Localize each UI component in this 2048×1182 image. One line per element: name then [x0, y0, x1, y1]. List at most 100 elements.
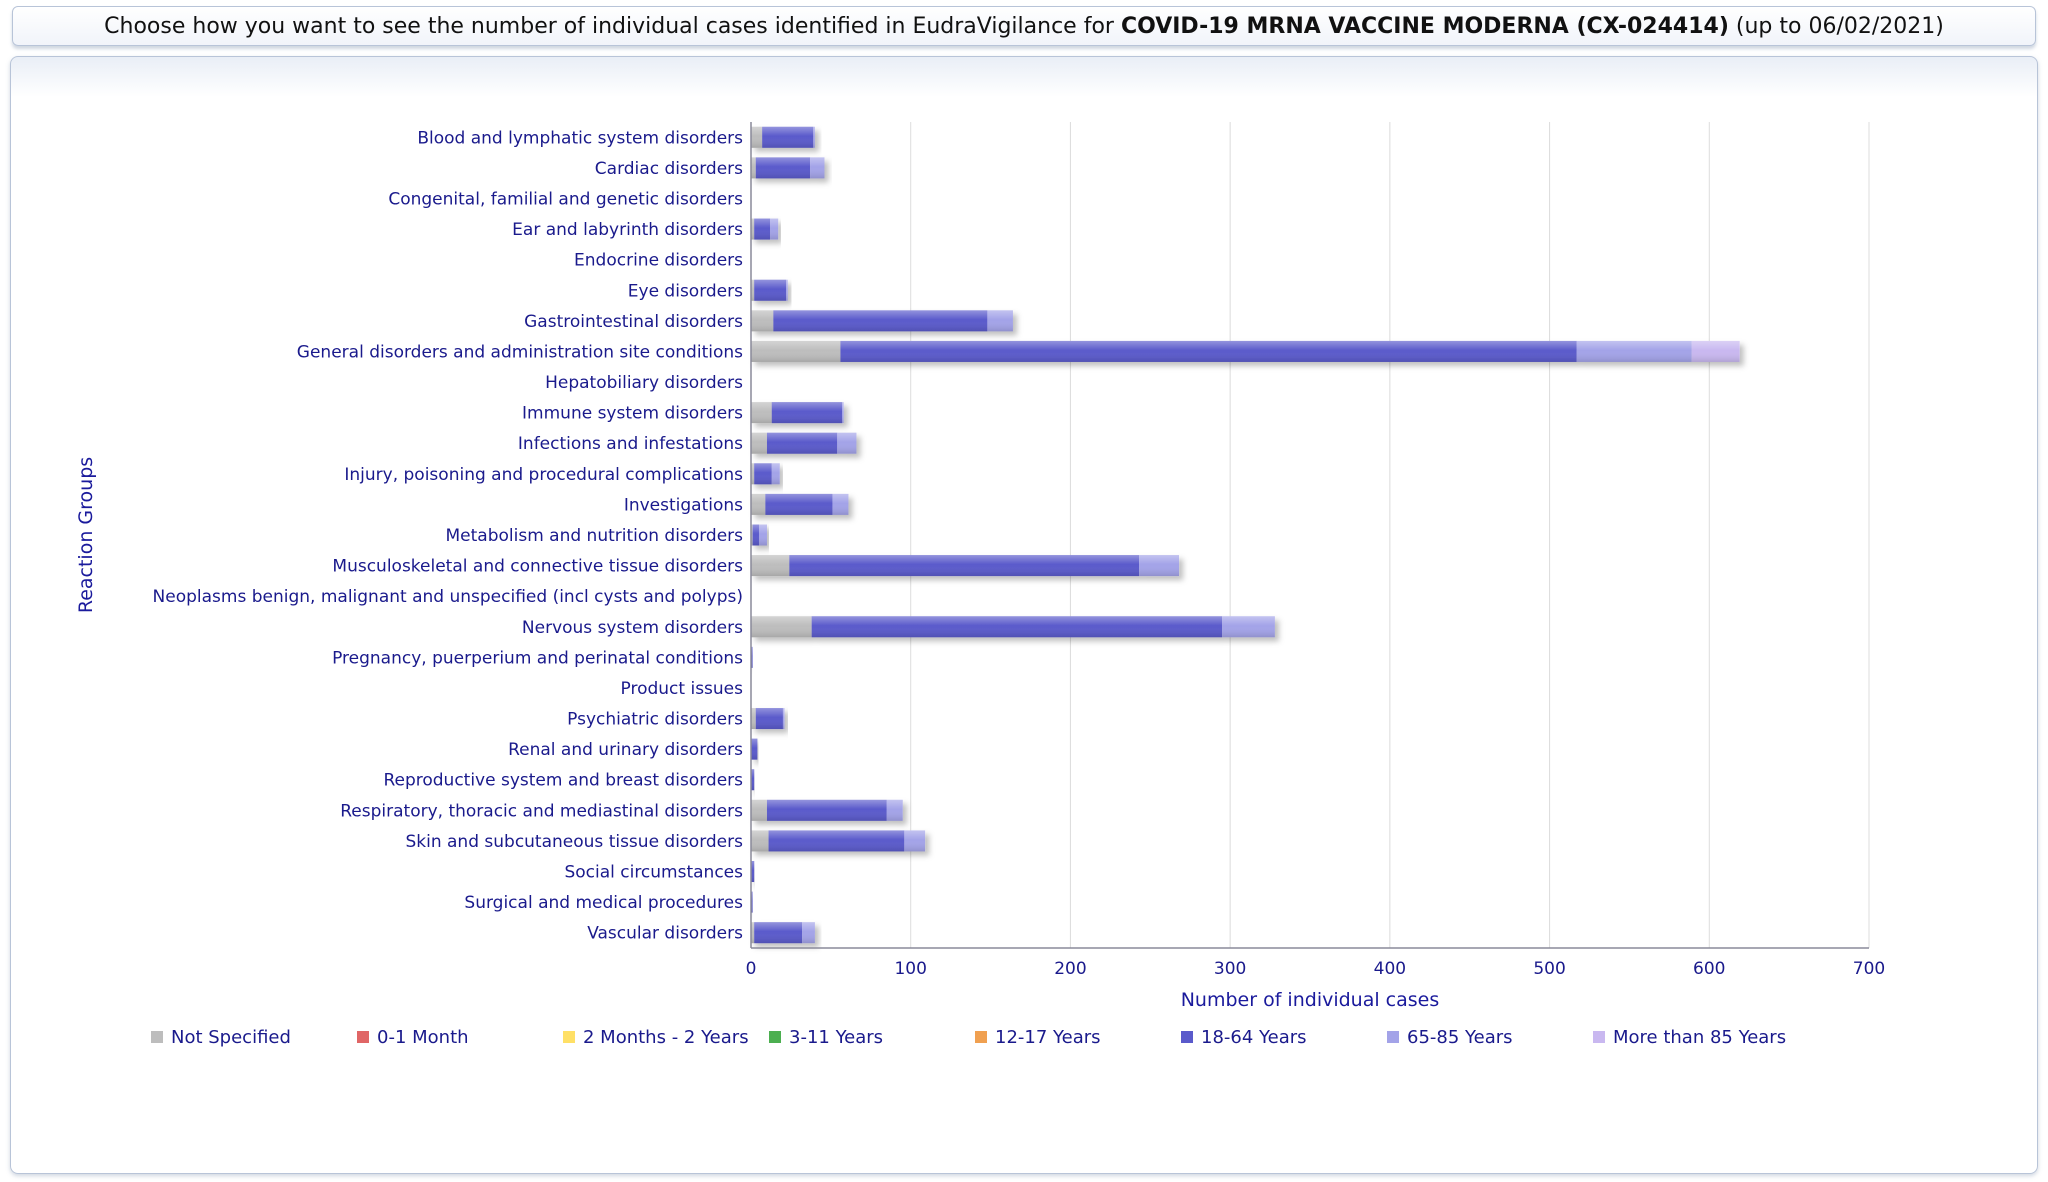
bar-segment-sheen — [751, 402, 772, 424]
legend-item[interactable]: More than 85 Years — [1593, 1027, 1786, 1048]
legend-item[interactable]: 2 Months - 2 Years — [563, 1027, 749, 1048]
bar-segment-sheen — [770, 218, 779, 240]
bar-segment-sheen — [752, 524, 759, 546]
bar-group[interactable] — [751, 891, 753, 913]
bar-segment-sheen — [751, 646, 753, 668]
bar-segment-sheen — [751, 555, 790, 577]
bar-group[interactable] — [751, 340, 1740, 362]
category-label: Vascular disorders — [587, 924, 743, 944]
legend-label: Not Specified — [171, 1027, 291, 1048]
bar-segment-sheen — [762, 126, 814, 148]
legend-item[interactable]: 18-64 Years — [1181, 1027, 1307, 1048]
legend: Not Specified 0-1 Month 2 Months - 2 Years… — [151, 1027, 1786, 1048]
legend-swatch — [1387, 1031, 1399, 1043]
category-label: Injury, poisoning and procedural complic… — [344, 465, 743, 485]
bar-group[interactable] — [751, 524, 767, 546]
category-label: Respiratory, thoracic and mediastinal di… — [340, 801, 743, 821]
bar-segment-sheen — [751, 279, 755, 301]
legend-swatch — [357, 1031, 369, 1043]
bar-segment-sheen — [751, 891, 753, 913]
bar-segment-sheen — [751, 493, 766, 515]
axis-layer: 0 100 200 300 400 500 600 700 — [746, 122, 1885, 979]
bar-group[interactable] — [751, 830, 926, 852]
legend-swatch — [1593, 1031, 1605, 1043]
bar-segment-sheen — [754, 218, 771, 240]
legend-item[interactable]: 0-1 Month — [357, 1027, 469, 1048]
grid-layer — [910, 122, 1870, 948]
bar-group[interactable] — [751, 463, 780, 485]
bar-group[interactable] — [751, 432, 857, 454]
category-label: Cardiac disorders — [595, 159, 743, 179]
bar-group[interactable] — [751, 799, 903, 821]
legend-label: 3-11 Years — [789, 1027, 883, 1048]
bar-group[interactable] — [751, 616, 1275, 638]
bar-segment-sheen — [755, 157, 811, 179]
bar-group[interactable] — [751, 493, 849, 515]
category-label: Eye disorders — [628, 281, 743, 301]
bar-group[interactable] — [751, 157, 825, 179]
legend-item[interactable]: 12-17 Years — [975, 1027, 1101, 1048]
bar-segment-sheen — [771, 463, 780, 485]
bar-segment-sheen — [751, 861, 755, 883]
bar-group[interactable] — [751, 310, 1013, 332]
bar-group[interactable] — [751, 708, 785, 730]
bar-group[interactable] — [751, 646, 753, 668]
bar-group[interactable] — [751, 126, 815, 148]
bar-segment-sheen — [766, 432, 838, 454]
x-tick-label: 700 — [1853, 959, 1885, 979]
bar-segment-sheen — [751, 738, 758, 760]
category-label: Gastrointestinal disorders — [524, 312, 743, 332]
bar-segment-sheen — [802, 922, 815, 944]
bar-segment-sheen — [758, 524, 767, 546]
category-label: Ear and labyrinth disorders — [512, 220, 743, 240]
bar-segment-sheen — [773, 310, 988, 332]
bar-segment-sheen — [842, 402, 844, 424]
legend-item[interactable]: 3-11 Years — [769, 1027, 883, 1048]
bar-segment-sheen — [765, 493, 833, 515]
bar-group[interactable] — [751, 279, 788, 301]
x-tick-label: 400 — [1374, 959, 1406, 979]
legend-item[interactable]: 65-85 Years — [1387, 1027, 1513, 1048]
legend-item[interactable]: Not Specified — [151, 1027, 291, 1048]
x-tick-label: 100 — [894, 959, 926, 979]
legend-label: 2 Months - 2 Years — [583, 1027, 749, 1048]
category-label: Reproductive system and breast disorders — [383, 771, 743, 791]
bar-segment-sheen — [768, 830, 905, 852]
bar-segment-sheen — [904, 830, 926, 852]
bar-group[interactable] — [751, 861, 755, 883]
category-label: Congenital, familial and genetic disorde… — [388, 189, 743, 209]
category-label: Neoplasms benign, malignant and unspecif… — [153, 587, 743, 607]
bar-group[interactable] — [751, 555, 1180, 577]
category-label: Investigations — [624, 495, 743, 515]
bar-segment-sheen — [886, 799, 903, 821]
legend-label: 0-1 Month — [377, 1027, 469, 1048]
category-label: Hepatobiliary disorders — [545, 373, 743, 393]
bar-group[interactable] — [751, 402, 844, 424]
bar-segment-sheen — [782, 708, 785, 730]
bar-segment-sheen — [840, 340, 1577, 362]
bar-segment-sheen — [1139, 555, 1180, 577]
category-label: Renal and urinary disorders — [508, 740, 743, 760]
bar-segment-sheen — [1222, 616, 1275, 638]
category-label: Blood and lymphatic system disorders — [417, 128, 743, 148]
bar-segment-sheen — [813, 126, 815, 148]
category-label: General disorders and administration sit… — [297, 342, 743, 362]
bar-group[interactable] — [751, 218, 779, 240]
bar-segment-sheen — [755, 708, 783, 730]
bar-segment-sheen — [751, 157, 756, 179]
page-header: Choose how you want to see the number of… — [12, 6, 2036, 46]
category-label: Product issues — [621, 679, 744, 699]
bar-segment-sheen — [754, 922, 803, 944]
category-label: Pregnancy, puerperium and perinatal cond… — [332, 648, 743, 668]
bar-segment-sheen — [766, 799, 887, 821]
category-label: Musculoskeletal and connective tissue di… — [332, 557, 743, 577]
category-label: Skin and subcutaneous tissue disorders — [405, 832, 743, 852]
chart-panel — [10, 56, 2038, 1174]
category-label: Infections and infestations — [518, 434, 743, 454]
bar-group[interactable] — [751, 738, 758, 760]
legend-swatch — [769, 1031, 781, 1043]
bar-group[interactable] — [751, 922, 815, 944]
bar-segment-sheen — [751, 799, 767, 821]
bar-group[interactable] — [751, 769, 755, 791]
